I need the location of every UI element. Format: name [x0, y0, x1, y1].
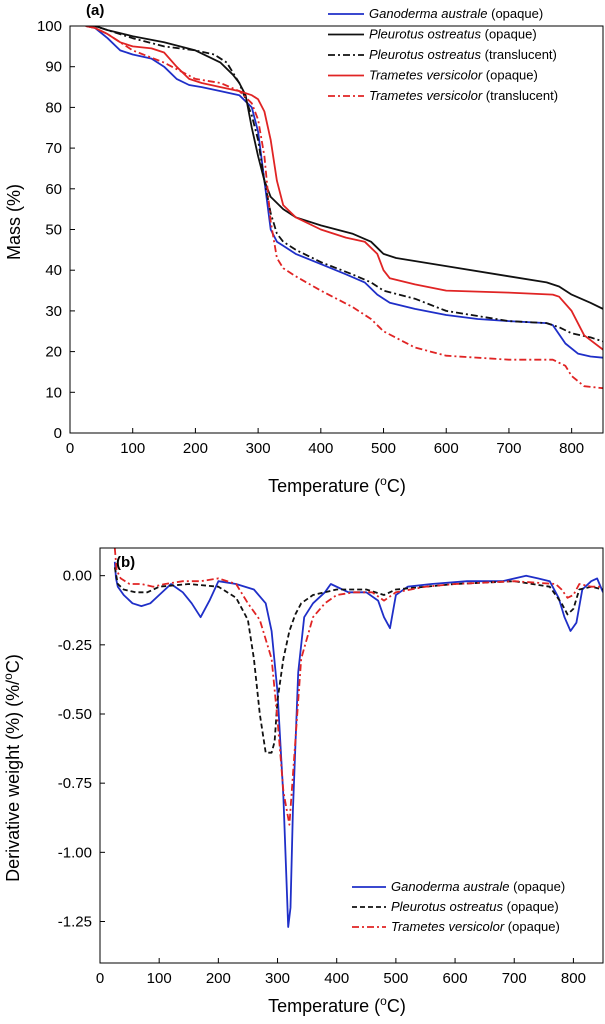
- panel-a-y-tick-label: 60: [45, 181, 62, 198]
- panel-a-legend-entry-3: Pleurotus ostreatus (translucent): [369, 47, 557, 62]
- panel-a-y-tick-label: 40: [45, 262, 62, 279]
- legend-species-name: Ganoderma australe: [369, 6, 488, 21]
- panel-a-series-line-4: [85, 26, 603, 351]
- panel-a-legend-entry-5: Trametes versicolor (translucent): [369, 88, 558, 103]
- legend-note: (opaque): [481, 27, 537, 42]
- legend-note: (opaque): [488, 6, 544, 21]
- panel-b-x-axis-title: Temperature (oC): [268, 994, 406, 1016]
- legend-note: (opaque): [503, 899, 559, 914]
- panel-b-series-line-3: [113, 548, 603, 826]
- legend-species-name: Trametes versicolor: [369, 88, 483, 103]
- legend-note: (opaque): [504, 919, 560, 934]
- panel-b-x-tick-label: 700: [502, 970, 527, 987]
- panel-a-series-group: [85, 26, 603, 390]
- panel-a-x-axis-title-degree: o: [380, 474, 387, 488]
- panel-b-y-tick-label: -0.25: [58, 637, 92, 654]
- panel-b-y-tick-label: -1.25: [58, 914, 92, 931]
- panel-a-x-tick-label: 300: [246, 440, 271, 457]
- panel-b-x-axis-title-end: C): [387, 996, 406, 1016]
- legend-note: (opaque): [482, 68, 538, 83]
- panel-b-y-tick-label: -0.75: [58, 775, 92, 792]
- panel-b-x-tick-label: 600: [443, 970, 468, 987]
- panel-a-legend: Ganoderma australe (opaque)Pleurotus ost…: [328, 6, 558, 103]
- legend-species-name: Trametes versicolor: [369, 68, 483, 83]
- panel-b-x-tick-label: 800: [561, 970, 586, 987]
- panel-a-x-tick-label: 500: [371, 440, 396, 457]
- legend-note: (translucent): [482, 88, 558, 103]
- panel-a-series-line-5: [85, 26, 603, 390]
- panel-b-x-tick-label: 500: [383, 970, 408, 987]
- panel-a-y-axis-title: Mass (%): [4, 184, 24, 260]
- panel-a-y-tick-label: 10: [45, 384, 62, 401]
- panel-b-x-tick-label: 0: [96, 970, 104, 987]
- panel-b-x-tick-label: 200: [206, 970, 231, 987]
- panel-b-chart: 0 100 200 300 400 500 600 700 800 0.00 -0.25 -0.50 -…: [1, 547, 604, 1016]
- panel-a-axes: 0 100 200 300 400 500 600 700 800 0 10 20 30 40 50 60 70…: [37, 18, 584, 457]
- panel-b-series-line-2: [113, 567, 603, 754]
- panel-b-y-axis-title-end: C): [3, 654, 23, 673]
- panel-a-y-tick-label: 100: [37, 18, 62, 35]
- panel-a-x-axis-title: Temperature (oC): [268, 474, 406, 496]
- panel-a-y-tick-label: 90: [45, 59, 62, 76]
- panel-b-x-axis-title-degree: o: [380, 994, 387, 1008]
- panel-a-x-axis-title-end: C): [387, 476, 406, 496]
- panel-b-y-tick-label: -0.50: [58, 706, 92, 723]
- panel-a-y-tick-label: 20: [45, 344, 62, 361]
- panel-a-legend-entry-1: Ganoderma australe (opaque): [369, 6, 543, 21]
- legend-species-name: Ganoderma australe: [391, 879, 510, 894]
- panel-b-x-tick-label: 400: [324, 970, 349, 987]
- panel-b-series-group: [113, 548, 603, 928]
- panel-b-axes: 0 100 200 300 400 500 600 700 800 0.00 -0.25 -0.50 -…: [58, 568, 586, 987]
- panel-b-series-line-1: [113, 561, 603, 928]
- panel-b-y-axis-title: Derivative weight (%) (%/oC): [1, 654, 23, 882]
- panel-b-y-axis-title-degree: o: [1, 673, 15, 680]
- panel-a-series-line-2: [85, 26, 603, 310]
- legend-species-name: Pleurotus ostreatus: [369, 27, 482, 42]
- panel-a-y-tick-label: 50: [45, 222, 62, 239]
- panel-a-x-tick-label: 800: [559, 440, 584, 457]
- panel-a-x-tick-label: 600: [434, 440, 459, 457]
- panel-a-legend-entry-2: Pleurotus ostreatus (opaque): [369, 27, 537, 42]
- legend-note: (opaque): [510, 879, 566, 894]
- panel-a-chart: 0 100 200 300 400 500 600 700 800 0 10 20 30 40 50 60 70…: [4, 2, 604, 496]
- panel-b-y-tick-label: 0.00: [63, 568, 92, 585]
- panel-b-y-tick-label: -1.00: [58, 844, 92, 861]
- panel-a-x-tick-label: 200: [183, 440, 208, 457]
- panel-a-label: (a): [86, 2, 104, 19]
- legend-species-name: Pleurotus ostreatus: [369, 47, 482, 62]
- panel-a-series-line-3: [85, 26, 603, 343]
- panel-b-label: (b): [116, 554, 135, 571]
- panel-a-x-tick-label: 100: [120, 440, 145, 457]
- panel-a-y-tick-label: 0: [54, 425, 62, 442]
- panel-a-series-line-1: [85, 26, 603, 359]
- legend-note: (translucent): [481, 47, 557, 62]
- panel-b-x-tick-label: 100: [147, 970, 172, 987]
- panel-b-legend-entry-3: Trametes versicolor (opaque): [391, 919, 560, 934]
- legend-species-name: Trametes versicolor: [391, 919, 505, 934]
- panel-a-x-tick-label: 700: [496, 440, 521, 457]
- panel-a-x-axis-title-main: Temperature (: [268, 476, 380, 496]
- panel-b-plot-frame: [99, 547, 604, 964]
- panel-a-y-tick-label: 80: [45, 99, 62, 116]
- panel-b-legend-entry-1: Ganoderma australe (opaque): [391, 879, 565, 894]
- panel-b-x-axis-title-main: Temperature (: [268, 996, 380, 1016]
- panel-b-legend: Ganoderma australe (opaque)Pleurotus ost…: [352, 879, 565, 934]
- panel-a-x-tick-label: 0: [66, 440, 74, 457]
- panel-a-y-tick-label: 70: [45, 140, 62, 157]
- panel-b-y-axis-title-main: Derivative weight (%) (%/: [3, 680, 23, 882]
- panel-a-legend-entry-4: Trametes versicolor (opaque): [369, 68, 538, 83]
- panel-b-x-tick-label: 300: [265, 970, 290, 987]
- panel-b-legend-entry-2: Pleurotus ostreatus (opaque): [391, 899, 559, 914]
- legend-species-name: Pleurotus ostreatus: [391, 899, 504, 914]
- panel-a-x-tick-label: 400: [308, 440, 333, 457]
- panel-a-y-tick-label: 30: [45, 303, 62, 320]
